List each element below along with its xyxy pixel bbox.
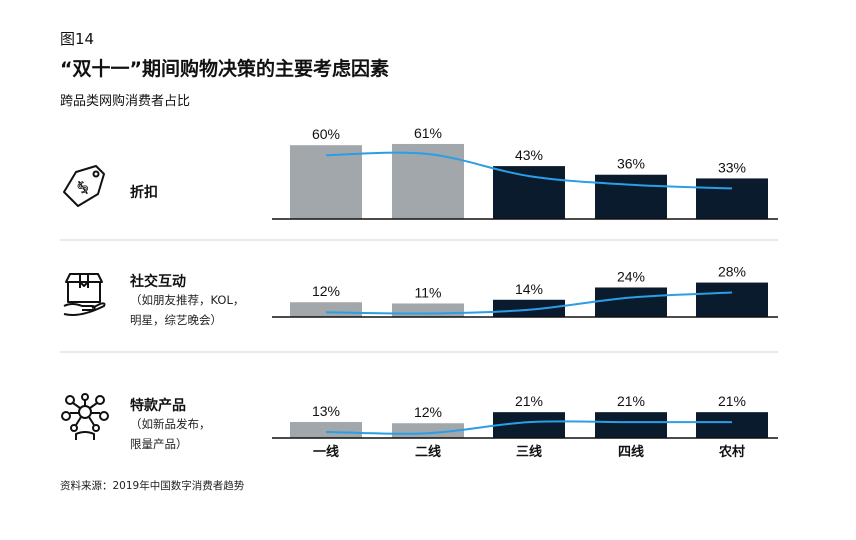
trend-line <box>325 291 733 315</box>
molecule-network-icon <box>61 393 109 440</box>
bar <box>493 166 565 219</box>
panel-label-special: 特款产品 <box>130 398 186 414</box>
bar <box>290 422 362 438</box>
data-label: 36% <box>617 156 645 172</box>
panel-label-discount: 折扣 <box>130 185 158 201</box>
data-label: 14% <box>515 281 543 297</box>
bar <box>595 287 667 317</box>
data-label: 60% <box>312 126 340 142</box>
x-tick-label: 二线 <box>415 444 441 460</box>
chart-title: “双十一”期间购物决策的主要考虑因素 <box>60 58 389 80</box>
bar <box>696 412 768 438</box>
price-tag-icon: $ <box>63 165 105 207</box>
bar <box>595 412 667 438</box>
data-label: 21% <box>515 393 543 409</box>
panel-label-social: 社交互动 <box>130 274 186 290</box>
x-tick-label: 四线 <box>618 444 644 460</box>
data-label: 61% <box>414 125 442 141</box>
bar <box>290 145 362 219</box>
data-label: 13% <box>312 403 340 419</box>
trend-line <box>325 420 732 435</box>
data-label: 12% <box>312 283 340 299</box>
panel-sublabel-social: （如朋友推荐，KOL， 明星，综艺晚会） <box>130 293 245 327</box>
box-in-hand-icon <box>63 273 106 316</box>
data-label: 33% <box>718 159 746 175</box>
data-label: 21% <box>617 393 645 409</box>
data-label: 12% <box>414 404 442 420</box>
bar <box>595 174 667 219</box>
x-tick-label: 一线 <box>313 444 339 460</box>
bar <box>392 143 464 219</box>
data-label: 21% <box>718 393 746 409</box>
x-tick-label: 农村 <box>718 444 745 460</box>
trend-line <box>325 151 733 190</box>
bar <box>290 302 362 317</box>
source-note: 资料来源：2019年中国数字消费者趋势 <box>60 480 245 492</box>
bar <box>493 299 565 317</box>
x-tick-label: 三线 <box>516 444 542 460</box>
bar <box>696 178 768 219</box>
chart-subtitle: 跨品类网购消费者占比 <box>60 94 191 109</box>
bar <box>392 303 464 317</box>
figure-label: 图14 <box>60 30 95 48</box>
data-label: 24% <box>617 268 645 284</box>
panel-sublabel-special: （如新品发布， 限量产品） <box>130 417 211 451</box>
data-label: 11% <box>415 284 442 300</box>
data-label: 43% <box>515 147 543 163</box>
bar <box>696 282 768 317</box>
data-label: 28% <box>718 264 746 280</box>
